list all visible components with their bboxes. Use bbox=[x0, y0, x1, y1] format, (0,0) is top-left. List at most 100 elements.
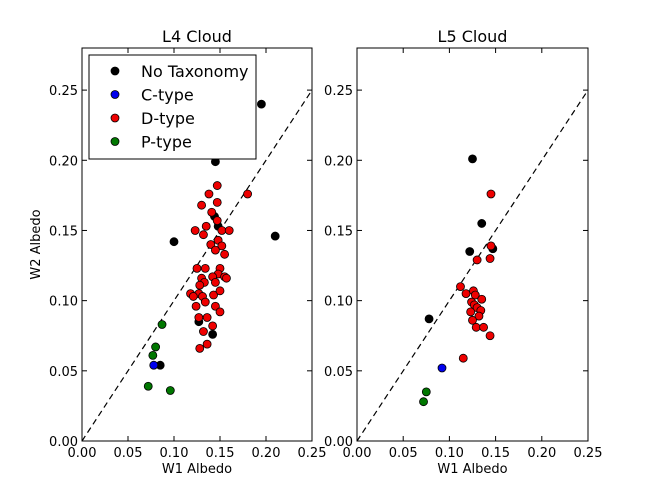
l4-point-d-type bbox=[212, 197, 222, 207]
l4-point-d-type bbox=[200, 263, 210, 273]
l4-point-d-type bbox=[243, 189, 253, 199]
l5-point-d-type bbox=[485, 254, 495, 263]
l4-point-d-type bbox=[191, 301, 201, 311]
l4-point-d-type bbox=[197, 200, 207, 210]
l5-y-tick-label: 0.10 bbox=[324, 295, 353, 310]
legend-label-p-type: P-type bbox=[141, 133, 192, 152]
l4-point-d-type bbox=[215, 307, 225, 317]
l5-point-p-type bbox=[421, 387, 431, 397]
l5-point-c-type bbox=[437, 363, 447, 373]
l5-point-d-type bbox=[472, 255, 482, 265]
l4-legend: No Taxonomy C-type D-type P-type bbox=[88, 54, 257, 160]
l5-y-tick-label: 0.00 bbox=[324, 435, 353, 450]
l4-point-d-type bbox=[212, 216, 222, 226]
l5-point-d-type bbox=[471, 322, 481, 332]
l4-y-tick-label: 0.20 bbox=[49, 154, 78, 169]
l5-point-d-type bbox=[470, 290, 480, 300]
l4-x-tick-label: 0.15 bbox=[206, 446, 235, 461]
l4-point-d-type bbox=[202, 339, 212, 349]
l4-x-tick-label: 0.05 bbox=[114, 446, 143, 461]
l4-point-d-type bbox=[190, 226, 200, 235]
l4-title: L4 Cloud bbox=[162, 27, 232, 46]
legend-marker-d-type bbox=[110, 113, 120, 123]
l4-y-tick-label: 0.10 bbox=[49, 295, 78, 310]
l5-x-tick-label: 0.20 bbox=[527, 446, 556, 461]
l5-point-d-type bbox=[486, 189, 496, 199]
l5-point-d-type bbox=[461, 289, 471, 299]
l4-y-tick-label: 0.25 bbox=[49, 84, 78, 99]
l4-point-d-type bbox=[217, 241, 227, 251]
l4-y-tick-label: 0.00 bbox=[49, 435, 78, 450]
l4-point-d-type bbox=[204, 189, 214, 199]
l4-x-tick-label: 0.25 bbox=[298, 446, 327, 461]
l4-point-no-taxonomy bbox=[270, 231, 280, 241]
l5-y-tick-label: 0.05 bbox=[324, 365, 353, 380]
l4-panel: 0.00 0.05 0.10 0.15 0.20 0.25 0.00 0.05 0.10 0.15… bbox=[29, 27, 326, 477]
l5-reference-line bbox=[356, 89, 589, 442]
l5-point-no-taxonomy bbox=[477, 219, 487, 228]
l5-point-d-type bbox=[477, 294, 487, 304]
l4-point-d-type bbox=[199, 327, 208, 336]
l4-point-d-type bbox=[207, 207, 217, 217]
l4-x-axis-label: W1 Albedo bbox=[162, 462, 232, 477]
l5-plot-frame bbox=[356, 47, 589, 442]
legend-marker-c-type bbox=[110, 90, 120, 99]
l4-y-tick-label: 0.05 bbox=[49, 365, 78, 380]
legend-label-d-type: D-type bbox=[141, 109, 195, 128]
l5-point-d-type bbox=[479, 322, 488, 332]
l4-point-no-taxonomy bbox=[169, 237, 179, 247]
l4-x-tick-label: 0.20 bbox=[252, 446, 281, 461]
l4-point-p-type bbox=[165, 386, 175, 395]
l5-panel: 0.00 0.05 0.10 0.15 0.20 0.25 0.00 0.05 0.10 0.15… bbox=[324, 27, 602, 477]
l4-point-d-type bbox=[201, 221, 211, 231]
l4-x-tick-label: 0.00 bbox=[68, 446, 97, 461]
l4-point-p-type bbox=[151, 342, 161, 352]
l4-point-d-type bbox=[222, 273, 231, 283]
l4-point-d-type bbox=[188, 292, 198, 301]
l5-point-d-type bbox=[468, 315, 477, 325]
l4-point-p-type bbox=[148, 350, 158, 360]
l4-point-d-type bbox=[212, 181, 222, 190]
l5-y-tick-label: 0.20 bbox=[324, 154, 353, 169]
l5-point-d-type bbox=[456, 282, 465, 292]
l5-x-tick-label: 0.25 bbox=[574, 446, 603, 461]
l4-point-d-type bbox=[206, 240, 216, 249]
l4-point-d-type bbox=[210, 301, 220, 311]
l4-point-d-type bbox=[202, 313, 212, 322]
l4-point-d-type bbox=[195, 343, 205, 353]
l5-x-tick-label: 0.05 bbox=[389, 446, 418, 461]
l4-point-d-type bbox=[210, 277, 220, 287]
l4-y-tick-label: 0.15 bbox=[49, 224, 78, 239]
l5-point-d-type bbox=[466, 307, 476, 317]
l4-point-d-type bbox=[208, 321, 218, 331]
l4-point-d-type bbox=[209, 290, 218, 300]
l5-x-axis-label: W1 Albedo bbox=[437, 462, 507, 477]
l4-point-d-type bbox=[217, 226, 227, 235]
l5-point-d-type bbox=[486, 241, 496, 251]
l4-point-d-type bbox=[210, 245, 220, 255]
l5-x-tick-label: 0.10 bbox=[435, 446, 464, 461]
l4-point-d-type bbox=[215, 286, 225, 296]
l5-title: L5 Cloud bbox=[438, 27, 508, 46]
legend-marker-p-type bbox=[110, 137, 120, 146]
legend-label-no-taxonomy: No Taxonomy bbox=[141, 62, 249, 81]
l5-point-d-type bbox=[474, 311, 484, 321]
legend-label-c-type: C-type bbox=[141, 86, 194, 105]
l5-y-tick-label: 0.25 bbox=[324, 84, 353, 99]
l4-point-d-type bbox=[199, 230, 208, 240]
l4-point-d-type bbox=[200, 297, 210, 307]
l4-point-d-type bbox=[195, 280, 205, 290]
l5-point-no-taxonomy bbox=[465, 247, 475, 256]
l4-point-d-type bbox=[194, 313, 204, 322]
l4-point-no-taxonomy bbox=[256, 99, 266, 109]
l5-point-d-type bbox=[485, 331, 495, 341]
l4-point-no-taxonomy bbox=[208, 329, 218, 339]
l4-y-axis-label: W2 Albedo bbox=[29, 209, 44, 279]
l4-point-c-type bbox=[149, 360, 159, 370]
l5-x-tick-label: 0.15 bbox=[481, 446, 510, 461]
l4-point-p-type bbox=[143, 381, 153, 391]
l4-plot-frame bbox=[81, 47, 313, 442]
l4-point-d-type bbox=[220, 249, 230, 259]
l5-x-tick-label: 0.00 bbox=[343, 446, 372, 461]
